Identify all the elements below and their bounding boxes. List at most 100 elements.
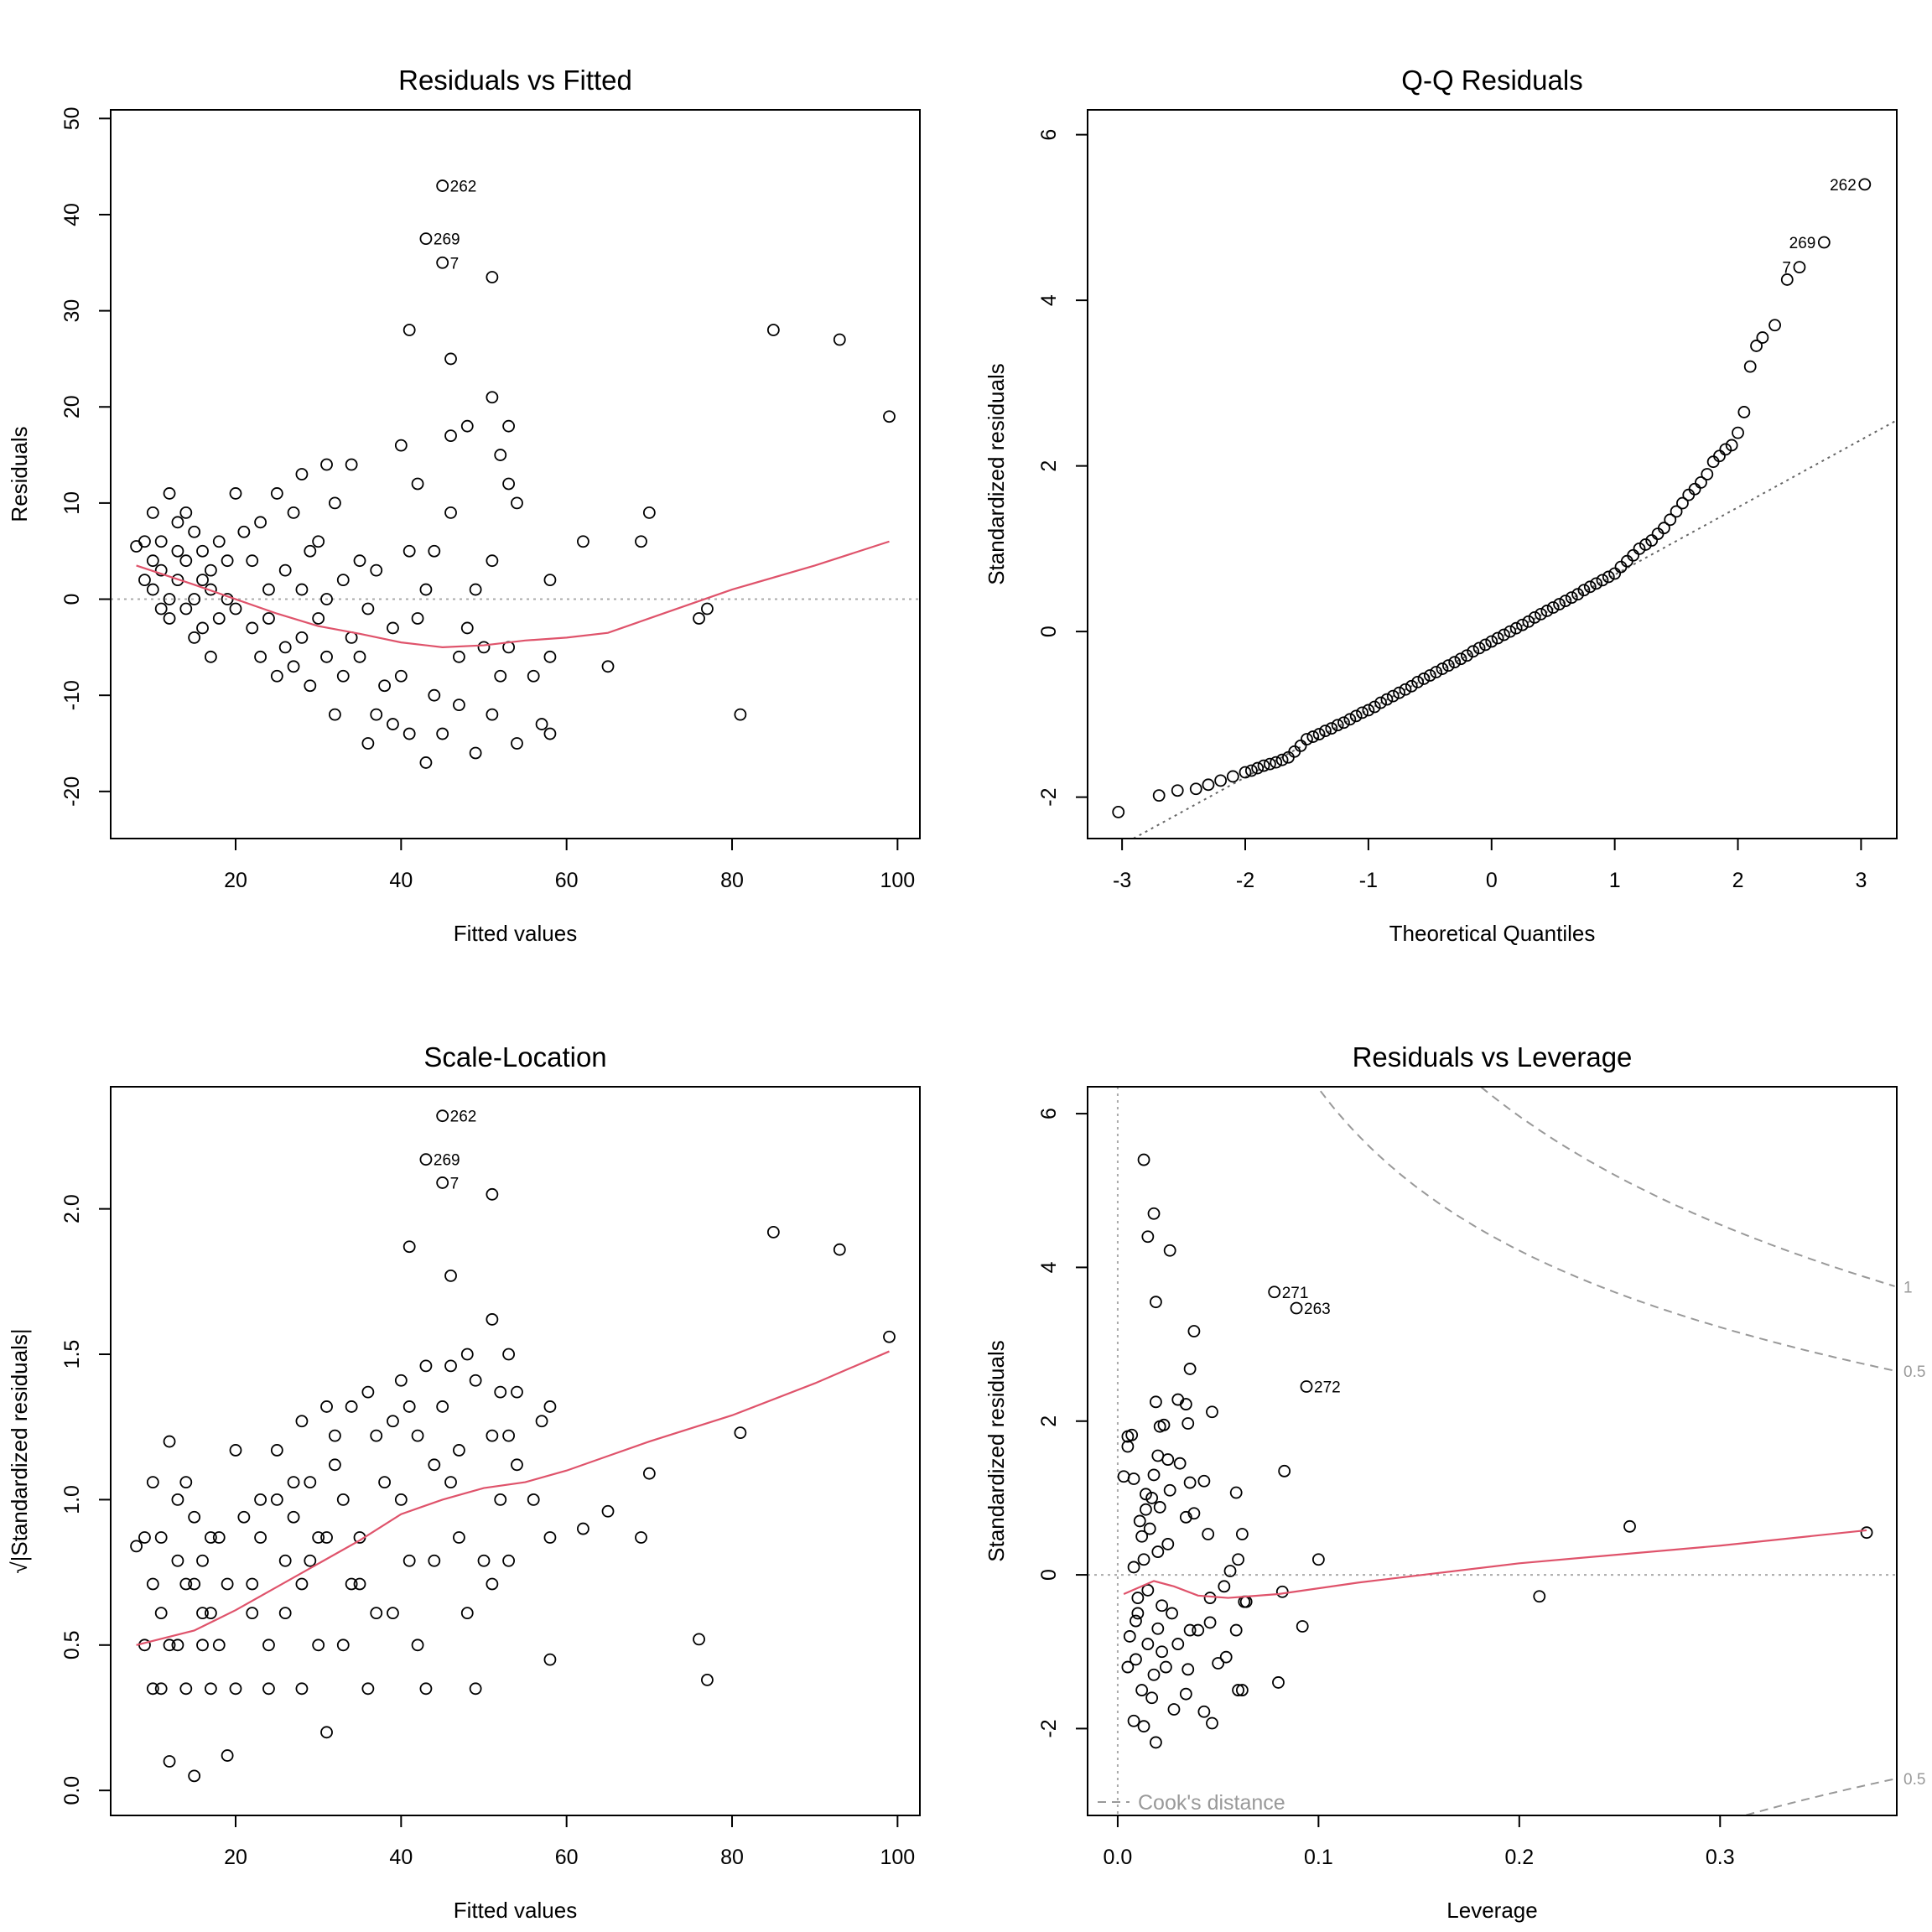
y-tick-label: -20 [60,776,84,807]
y-tick-label: 40 [60,203,84,226]
data-point [1130,1653,1142,1666]
data-point [179,602,193,615]
x-tick-label: 100 [880,1846,915,1869]
data-point [1147,1207,1161,1220]
data-point [1614,560,1628,574]
data-point [212,612,226,625]
data-point [204,650,217,663]
data-point [1590,577,1603,590]
data-point [312,535,325,548]
data-point [419,232,433,246]
data-point [171,516,184,529]
data-point [1386,689,1400,703]
data-point [1380,693,1394,706]
data-point [1467,645,1480,658]
data-point [163,1755,176,1768]
panel-residuals-vs-fitted: 262 269 7 20 40 60 80 100 -20 -10 0 10 20 30 40 50 Resid… [7,65,921,946]
data-point [1173,1457,1187,1470]
data-point [1166,1607,1178,1620]
data-point [1156,1645,1168,1659]
data-point [1430,666,1443,678]
plot-frame [1087,109,1898,839]
data-point [1235,1528,1249,1540]
data-point [1565,591,1578,605]
data-point [1121,1440,1135,1453]
data-point [543,1653,557,1666]
data-point [511,1458,523,1472]
data-point [486,391,499,404]
data-point [163,593,176,605]
data-point [577,535,589,548]
x-tick-label: 60 [555,869,579,892]
data-point [254,1493,267,1506]
data-point [1559,595,1572,607]
data-point [469,1682,482,1696]
data-point [543,650,557,663]
data-point [246,554,259,568]
data-point [262,583,275,596]
data-point [693,612,705,625]
data-point [502,1554,516,1567]
data-point [154,535,168,548]
data-point [469,1374,482,1387]
y-tick-label: 2.0 [60,1194,84,1223]
data-point [1485,635,1498,648]
data-point [1275,753,1289,766]
data-point [1627,548,1640,562]
point-label: 262 [1830,177,1857,195]
data-point [693,1633,705,1646]
data-point [179,1476,193,1489]
data-point [1583,580,1597,594]
data-point [1161,1453,1175,1466]
data-point [394,1374,408,1387]
data-point [436,727,449,740]
data-point [701,602,714,615]
data-point [304,1476,317,1489]
data-point [428,1554,441,1567]
data-point [1151,1545,1165,1558]
data-point [1179,1687,1192,1701]
data-point [1163,1244,1176,1257]
data-point [196,1607,209,1620]
data-point [270,1493,283,1506]
data-point [1356,706,1368,719]
data-point [361,1385,375,1399]
data-point [1140,1503,1152,1516]
data-point [1150,1296,1162,1309]
data-point [477,1554,491,1567]
data-point [387,621,399,635]
data-point [370,708,383,721]
data-point [1219,1650,1233,1664]
data-point [1223,1565,1237,1577]
data-point [527,669,540,683]
data-point [444,506,457,519]
data-point [502,1429,516,1442]
x-tick-label: -3 [1113,869,1131,892]
data-point [419,756,433,769]
data-point [1183,1623,1197,1637]
data-point [1516,618,1529,631]
data-point [1750,340,1763,352]
data-point [320,1726,333,1739]
data-point [336,669,350,683]
data-point [1639,538,1652,551]
data-point [411,477,424,491]
data-point [1682,488,1696,501]
data-point [237,525,251,538]
x-tick-label: 0.2 [1504,1846,1534,1869]
data-point [1393,686,1406,699]
smoother-line [1123,1529,1867,1599]
data-point [1123,1630,1136,1643]
data-point [1131,1592,1145,1604]
data-point [1137,1720,1150,1733]
data-point [883,410,896,423]
x-tick-label: 20 [224,869,247,892]
data-point [204,1607,217,1620]
data-point [436,179,449,192]
data-point [1133,1514,1146,1528]
data-point [1337,716,1350,730]
data-point [278,1607,292,1620]
data-point [1706,455,1720,469]
data-point [1436,662,1449,675]
plot-area [1112,178,1897,839]
